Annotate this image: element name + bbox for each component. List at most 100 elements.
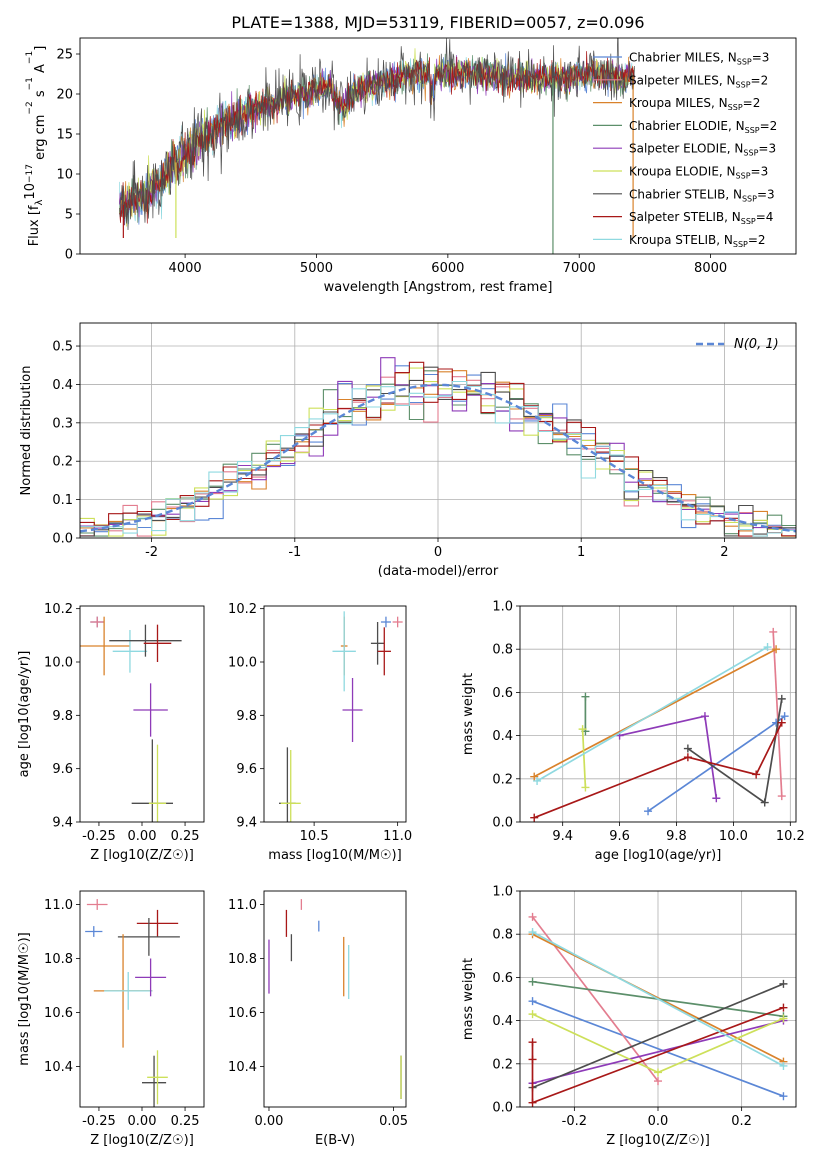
weight-marker [528,1055,537,1064]
axes-age-vs-mass: 10.5 11.0 9.4 9.6 9.8 10.0 10.2 mass [log10(M/M… [228,602,412,863]
plot-area [80,323,796,538]
x-tick-label: 10.0 [719,829,748,844]
weight-line [532,1000,784,1097]
y-tick-label: 10.6 [44,1006,73,1021]
plot-area [119,38,635,254]
axes-frame [79,890,205,1108]
x-axis-label: wavelength [Angstrom, rest frame] [324,280,553,295]
y-tick-label: 9.4 [236,816,257,831]
legend-nssp: =2 [751,73,769,87]
x-tick-label: -1 [288,545,301,560]
weight-marker [779,979,788,988]
x-tick-label: 0.0 [648,1114,669,1129]
legend-entry: N(0, 1) [734,337,779,352]
x-axis-label: age [log10(age/yr)] [595,848,722,863]
plot-area [85,899,180,1107]
legend-subscript: SSP [736,172,751,181]
weight-marker [581,783,590,792]
y-tick-label: 10.8 [44,952,73,967]
legend-entry: Salpeter STELIB, NSSP=4 [629,210,773,226]
weight-line [772,631,783,797]
x-tick-label: 0.25 [171,1114,200,1129]
y-tick-label: 9.6 [236,762,257,777]
plot-area [268,899,402,1099]
y-tick-label: 1.0 [492,885,513,900]
x-tick-label: 9.4 [552,829,573,844]
x-tick-label: 1 [577,545,585,560]
y-axis-label-part: ] [33,46,48,51]
legend-subscript: SSP [733,240,748,249]
y-axis-label-part: −17 [25,164,35,183]
weight-marker [644,807,653,816]
y-tick-label: 9.8 [52,709,73,724]
legend-subscript: SSP [737,58,752,67]
y-tick-label: 0.4 [492,729,513,744]
y-axis-label: Normed distribution [19,366,34,496]
legend-subscript: SSP [743,149,758,158]
y-axis-label: Flux [fλ10−17 erg cm−2 s−1 A−1] [23,46,48,247]
x-tick-label: 11.0 [383,829,412,844]
legend-nssp: =3 [752,51,770,65]
weight-line [536,646,768,782]
legend-nssp: =2 [743,96,761,110]
weight-line [619,715,718,799]
y-tick-label: 10 [56,168,73,183]
weight-marker [530,813,539,822]
weight-line [532,931,784,1067]
plot-area [80,616,182,822]
axes-frame [519,605,797,823]
weight-marker [772,645,781,654]
y-tick-label: 0.8 [492,928,513,943]
weight-marker [777,792,786,801]
y-tick-label: 0.3 [52,416,73,431]
y-axis-label: age [log10(age/yr)] [17,651,32,778]
y-axis-label: mass weight [461,958,476,1040]
weight-marker [528,1038,537,1047]
y-tick-label: 11.0 [44,898,73,913]
weight-marker [779,1061,788,1070]
figure-title: PLATE=1388, MJD=53119, FIBERID=0057, z=0… [231,13,644,32]
axes-spectrum: 4000 5000 6000 7000 8000 0 5 10 15 20 25 wavelength… [23,37,797,295]
histogram-step [80,380,796,537]
plot-area [520,891,796,1107]
y-axis-label-part: λ [34,199,45,205]
x-tick-label: 0.05 [379,1114,408,1129]
y-tick-label: 0.1 [52,493,73,508]
weight-marker [760,798,769,807]
x-tick-label: 5000 [300,261,333,276]
axes-weight-vs-Z: -0.2 0.0 0.2 0.0 0.2 0.4 0.6 0.8 1.0 Z [log10(Z/Z… [461,885,797,1148]
axes-frame [519,890,797,1108]
legend-nssp: =4 [756,210,774,224]
legend-entry: Salpeter MILES, NSSP=2 [629,73,768,89]
y-tick-label: 10.8 [228,952,257,967]
legend-subscript: SSP [741,217,756,226]
axes-frame [79,37,797,255]
axes-residuals: -2 -1 0 1 2 0.0 0.1 0.2 0.3 0.4 0.5 (data-model)/er… [19,322,797,579]
x-tick-label: -0.25 [82,1114,116,1129]
x-tick-label: 4000 [169,261,202,276]
weight-marker [581,692,590,701]
y-tick-label: 0.2 [492,1057,513,1072]
y-axis-label-part: −1 [25,51,35,64]
weight-line [532,983,784,1089]
weight-marker [528,977,537,986]
x-tick-label: 0 [434,545,442,560]
y-axis-label-part: Flux [f [27,205,42,246]
x-tick-label: 0.00 [255,1114,284,1129]
x-tick-label: 7000 [563,261,596,276]
y-tick-label: 9.4 [52,816,73,831]
weight-marker [712,794,721,803]
y-tick-label: 0.0 [492,1101,513,1116]
x-tick-label: 0.00 [128,829,157,844]
legend-nssp: =3 [751,165,769,179]
x-tick-label: 10.2 [776,829,805,844]
legend-nssp: =2 [748,233,766,247]
weight-marker [533,776,542,785]
x-axis-label: Z [log10(Z/Z☉)] [90,1133,194,1148]
y-tick-label: 10.2 [228,602,257,617]
y-tick-label: 10.4 [228,1060,257,1075]
x-axis-label: (data-model)/error [378,564,499,579]
weight-marker [528,912,537,921]
y-tick-label: 10.0 [228,656,257,671]
